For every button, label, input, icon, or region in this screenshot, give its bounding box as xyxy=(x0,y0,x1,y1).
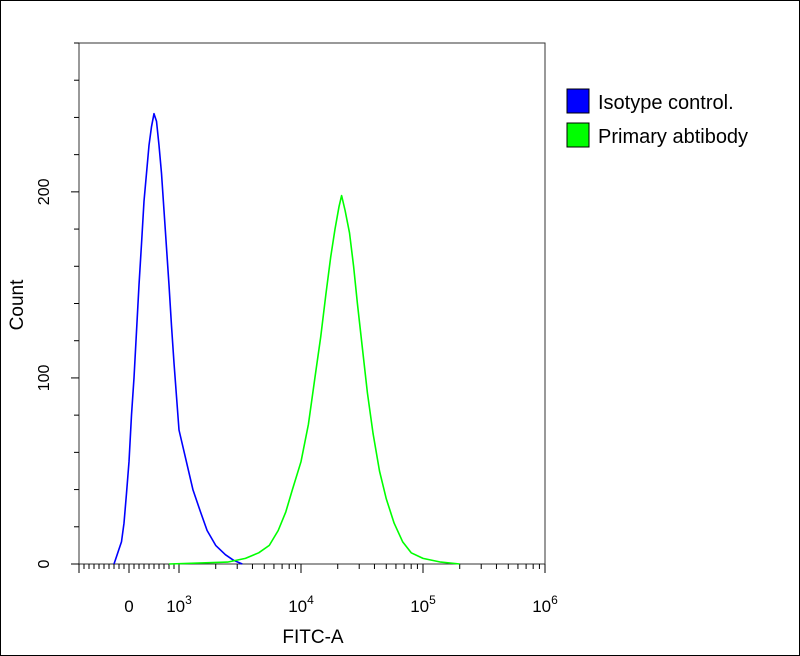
series-line-primary-antibody xyxy=(168,194,460,565)
y-tick-label: 0 xyxy=(36,559,53,568)
x-tick-label: 105 xyxy=(410,593,436,616)
x-tick-label: 103 xyxy=(166,593,192,616)
legend-label: Primary abtibody xyxy=(598,126,748,148)
x-tick-label: 0 xyxy=(124,597,133,616)
legend-label: Isotype control. xyxy=(598,92,734,114)
x-tick-label: 104 xyxy=(288,593,314,616)
series-line-isotype-control xyxy=(113,112,243,565)
x-tick-label: 106 xyxy=(532,593,558,616)
y-axis-label: Count xyxy=(7,279,28,330)
x-axis-label: FITC-A xyxy=(282,627,344,648)
legend-swatch xyxy=(566,88,590,114)
plot-area-border xyxy=(78,42,546,565)
legend-swatch xyxy=(566,122,590,148)
y-tick-label: 100 xyxy=(36,364,53,391)
y-tick-label: 200 xyxy=(36,178,53,205)
